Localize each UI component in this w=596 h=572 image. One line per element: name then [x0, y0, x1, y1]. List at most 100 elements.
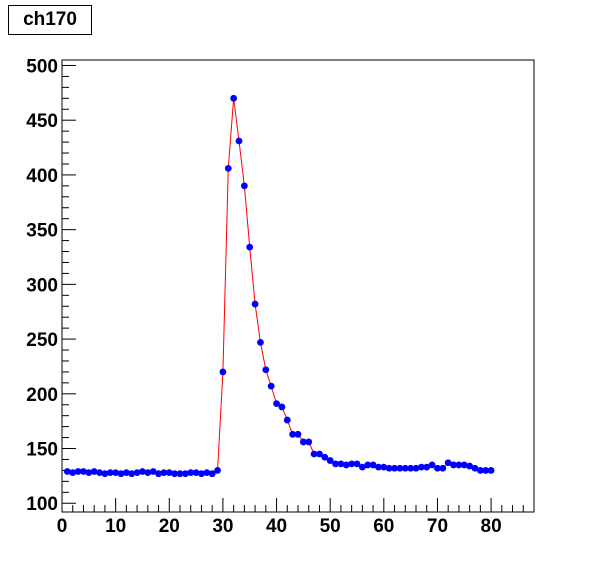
axes: 0 10 20 30 40 50 60 70 80 100 150 200 250 300 350 400 45…: [26, 56, 535, 537]
data-point: [482, 467, 490, 474]
data-point: [385, 464, 393, 472]
data-point: [332, 460, 339, 468]
x-tick-label: 40: [266, 516, 287, 537]
data-point: [176, 470, 184, 478]
data-point: [69, 469, 77, 477]
x-tick-label: 60: [373, 516, 394, 537]
data-point: [407, 464, 415, 472]
x-tick-label: 80: [481, 516, 502, 537]
data-point: [214, 467, 221, 474]
y-tick-label: 500: [26, 56, 58, 77]
data-point: [316, 450, 323, 458]
data-point: [439, 464, 447, 472]
data-point: [471, 464, 479, 472]
data-point: [117, 470, 125, 478]
data-point: [224, 164, 232, 172]
data-point: [273, 400, 280, 408]
x-tick-label: 30: [212, 516, 233, 537]
data-point: [106, 469, 114, 477]
data-point: [96, 469, 103, 477]
data-point: [455, 461, 463, 469]
data-point: [267, 382, 275, 390]
data-line: [67, 98, 492, 475]
data-point: [283, 416, 291, 424]
data-point: [133, 469, 141, 477]
data-point: [160, 469, 168, 477]
data-point: [149, 468, 157, 475]
plot-frame: [61, 59, 535, 513]
data-point: [401, 464, 409, 472]
x-tick-label: 0: [57, 516, 68, 537]
data-point: [417, 463, 425, 471]
data-point: [326, 457, 334, 464]
data-point: [230, 94, 238, 102]
data-point: [203, 469, 211, 477]
data-point: [278, 403, 286, 411]
y-tick-label: 150: [26, 440, 58, 461]
data-point: [460, 461, 468, 469]
x-tick-label: 20: [159, 516, 180, 537]
y-tick-label: 400: [26, 166, 58, 187]
data-point: [369, 461, 377, 469]
data-point: [63, 468, 71, 475]
data-point: [423, 463, 431, 471]
y-tick-label: 200: [26, 385, 58, 406]
data-point: [434, 464, 441, 472]
chart-title: ch170: [8, 5, 92, 35]
data-point: [246, 243, 254, 251]
y-tick-label: 300: [26, 275, 58, 296]
data-point: [198, 470, 205, 478]
data-point: [85, 469, 93, 477]
data-point: [235, 137, 243, 145]
y-tick-label: 450: [26, 111, 58, 132]
data-point: [380, 463, 388, 471]
data-point: [208, 470, 216, 478]
data-point: [353, 460, 361, 468]
data-point: [375, 463, 382, 471]
data-point: [428, 461, 436, 469]
data-point: [112, 469, 120, 477]
data-point: [240, 182, 248, 190]
data-point: [101, 470, 109, 478]
data-point: [310, 450, 318, 458]
y-tick-label: 100: [26, 494, 58, 515]
data-point: [171, 470, 179, 478]
data-point: [487, 467, 495, 474]
data-point: [139, 468, 146, 475]
x-tick-label: 10: [105, 516, 126, 537]
data-point: [294, 430, 302, 438]
data-point: [165, 469, 173, 477]
data-point: [144, 469, 152, 477]
data-point: [466, 462, 474, 470]
data-point: [187, 469, 195, 477]
data-point: [358, 463, 366, 471]
data-point: [450, 461, 457, 469]
x-tick-label: 70: [427, 516, 448, 537]
data-point: [181, 470, 189, 478]
data-point: [396, 464, 404, 472]
data-point: [348, 460, 356, 468]
data-point: [364, 461, 372, 469]
data-point: [80, 468, 87, 475]
data-point: [219, 368, 227, 376]
data-point: [90, 468, 98, 475]
x-tick-label: 50: [320, 516, 341, 537]
data-point: [305, 438, 313, 446]
data-points: [63, 94, 495, 478]
data-point: [155, 470, 162, 478]
data-point: [444, 459, 452, 467]
data-point: [251, 300, 259, 308]
data-point: [342, 461, 350, 469]
data-point: [476, 467, 484, 474]
y-tick-label: 350: [26, 221, 58, 242]
data-point: [257, 338, 264, 346]
data-point: [289, 430, 297, 438]
data-point: [192, 469, 200, 477]
data-point: [299, 438, 307, 446]
data-point: [321, 453, 329, 461]
data-point: [74, 468, 82, 475]
y-tick-label: 250: [26, 330, 58, 351]
data-point: [391, 464, 398, 472]
data-point: [337, 460, 345, 468]
